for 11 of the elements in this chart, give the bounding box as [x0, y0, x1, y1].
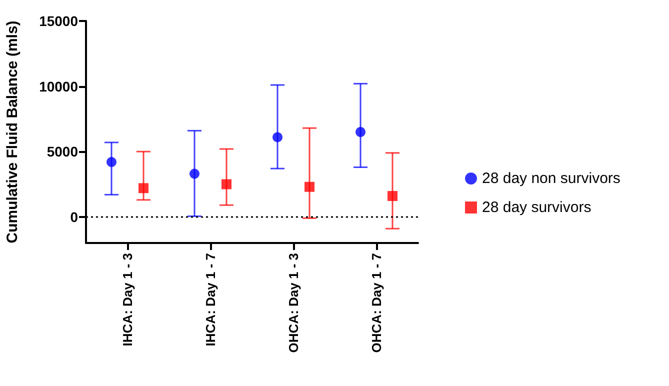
x-tick-label: IHCA: Day 1 - 3 — [120, 253, 135, 346]
y-axis-title: Cumulative Fluid Balance (mls) — [4, 20, 21, 244]
y-tick-label: 5000 — [46, 144, 78, 160]
x-tick-label: IHCA: Day 1 - 7 — [203, 253, 218, 346]
y-tick-label: 15000 — [39, 13, 78, 29]
x-tick-label: OHCA: Day 1 - 7 — [369, 253, 384, 353]
y-tick-label: 10000 — [39, 78, 78, 94]
legend-label: 28 day non survivors — [482, 170, 620, 187]
legend-label: 28 day survivors — [482, 199, 592, 216]
y-tick-label: 0 — [70, 208, 78, 225]
x-tick-label: OHCA: Day 1 - 3 — [286, 253, 301, 353]
